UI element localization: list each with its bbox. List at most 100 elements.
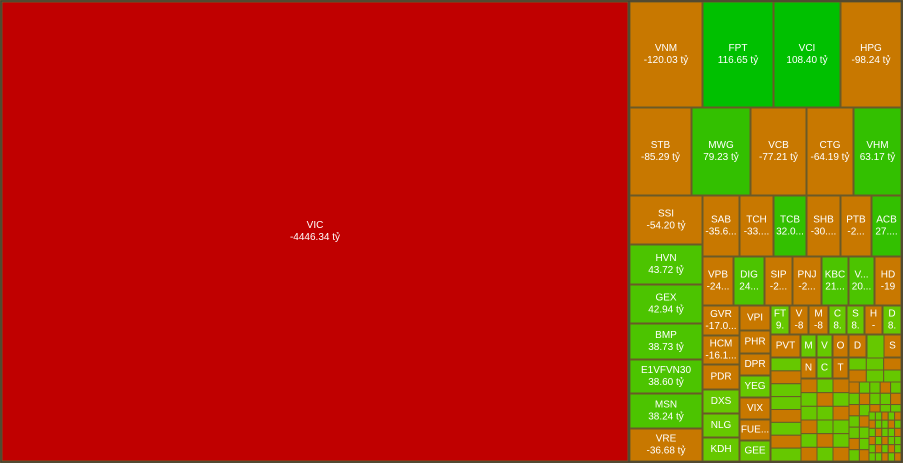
tile [840,1,902,108]
minor-tile [894,411,902,421]
minor-tile [832,433,850,448]
ticker-label: VNM [655,43,677,54]
value-label: -64.19 tỷ [811,151,850,163]
ticker-label: M [814,309,822,320]
tile [764,256,793,306]
minor-tile [894,452,902,462]
tile [733,256,765,306]
ticker-label: HPG [860,43,882,54]
minor-tile [770,447,802,462]
minor-tile [832,446,850,462]
ticker-label: VCB [768,140,789,151]
value-label: 38.60 tỷ [648,376,684,388]
tile [816,357,833,379]
minor-tile [832,405,850,421]
value-label: -4446.34 tỷ [290,231,340,243]
tile [629,1,703,108]
minor-tile [770,434,802,449]
ticker-label: T [837,363,843,374]
tile [846,305,865,335]
minor-tile [881,411,889,421]
ticker-label: KBC [825,270,846,281]
value-label: 21... [825,282,844,293]
minor-tile [816,446,834,462]
minor-tile [848,415,860,428]
tile [792,256,822,306]
minor-tile [858,381,871,394]
ticker-label: VCI [799,43,816,54]
minor-tile [865,357,885,371]
value-label: -33.... [744,227,770,238]
minor-tile [770,396,802,410]
ticker-label: ACB [876,215,897,226]
ticker-label: M [804,341,812,352]
minor-tile [770,383,802,398]
ticker-label: MWG [708,140,734,151]
minor-tile [868,427,876,438]
minor-tile [770,409,802,423]
ticker-label: SHB [813,215,834,226]
tile [832,357,849,379]
value-label: 38.24 tỷ [648,411,684,423]
minor-tile [858,437,871,451]
minor-tile [868,419,876,429]
tile [770,334,801,358]
minor-tile [848,369,867,383]
value-label: -17.0... [705,321,736,332]
value-label: 43.72 tỷ [648,264,684,276]
minor-tile [868,411,876,421]
ticker-label: O [837,341,845,352]
value-label: -2... [798,282,815,293]
minor-tile [874,444,883,454]
minor-tile [874,452,883,462]
tile [864,305,883,335]
ticker-label: NLG [711,420,732,431]
ticker-label: H [870,309,877,320]
minor-tile [887,419,896,429]
value-label: 20... [852,282,871,293]
tile [702,305,740,336]
value-label: -120.03 tỷ [644,54,688,66]
ticker-label: KDH [710,444,731,455]
value-label: -24... [707,282,730,293]
tile [702,389,740,414]
value-label: -77.21 tỷ [759,151,798,163]
ticker-label: BMP [655,330,677,341]
minor-tile [881,427,889,438]
minor-tile [816,419,834,435]
ticker-label: S [852,309,859,320]
tile [629,244,703,285]
tile [739,440,771,462]
minor-tile [832,419,850,435]
ticker-label: D [854,341,861,352]
minor-tile [887,444,896,454]
minor-tile [879,392,892,406]
minor-tile [800,378,818,394]
minor-tile [874,419,883,429]
ticker-label: C [821,363,828,374]
value-label: 9. [776,321,784,332]
ticker-label: DPR [744,359,765,370]
ticker-label: FPT [729,43,748,54]
value-label: -30.... [811,227,837,238]
minor-tile [869,392,881,406]
tile [853,107,902,196]
minor-tile [816,378,834,394]
tile [702,364,740,390]
minor-tile [894,444,902,454]
minor-tile [848,381,860,394]
value-label: -8 [814,321,823,332]
tile [629,428,703,462]
tile [821,256,849,306]
tile [629,393,703,429]
value-label: -16.1... [705,351,736,362]
ticker-label: GVR [710,309,732,320]
value-label: -2... [770,282,787,293]
value-label: 79.23 tỷ [703,151,739,163]
tile [702,413,740,438]
minor-tile [881,444,889,454]
minor-tile [894,419,902,429]
tile [739,397,771,420]
minor-tile [832,392,850,407]
minor-tile [848,392,860,406]
